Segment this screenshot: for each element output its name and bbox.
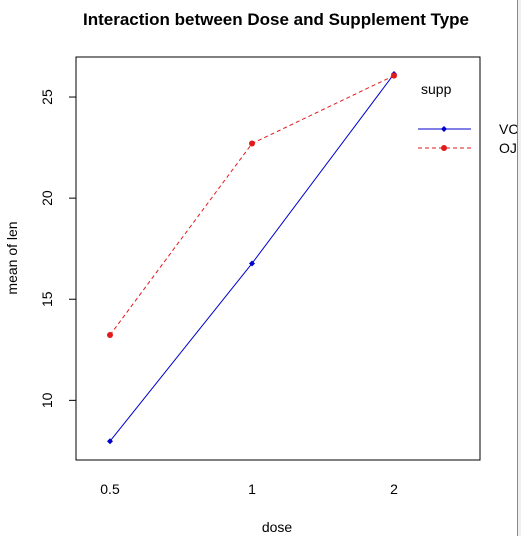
legend-label-oj: OJ: [499, 140, 517, 156]
legend-marker-oj: [441, 145, 447, 151]
legend-title: supp: [421, 81, 452, 97]
plot-frame: [75, 56, 481, 461]
series-layer: [107, 70, 397, 445]
x-tick-label-2: 2: [390, 481, 398, 497]
legend-marker-vc: [441, 126, 447, 132]
legend: supp VC OJ: [418, 81, 518, 156]
y-tick-label-20: 20: [39, 190, 55, 206]
y-tick-label-25: 25: [39, 89, 55, 105]
y-tick-label-15: 15: [39, 291, 55, 307]
y-axis: 10 15 20 25: [39, 89, 76, 408]
window-edge: [517, 0, 521, 536]
x-tick-label-1: 1: [248, 481, 256, 497]
y-tick-label-10: 10: [39, 392, 55, 408]
y-axis-label: mean of len: [4, 221, 20, 294]
legend-label-vc: VC: [499, 121, 518, 137]
chart-title: Interaction between Dose and Supplement …: [83, 10, 469, 29]
data-point-oj-2: [391, 72, 397, 79]
series-line-oj: [109, 75, 395, 336]
x-axis-label: dose: [262, 519, 293, 535]
data-point-vc-1: [249, 260, 255, 267]
series-line-vc: [109, 73, 395, 442]
x-tick-label-0.5: 0.5: [100, 481, 120, 497]
data-point-vc-0.5: [107, 438, 113, 445]
x-axis: 0.5 1 2: [100, 481, 398, 497]
data-point-oj-0.5: [107, 332, 113, 339]
data-point-oj-1: [249, 140, 255, 147]
